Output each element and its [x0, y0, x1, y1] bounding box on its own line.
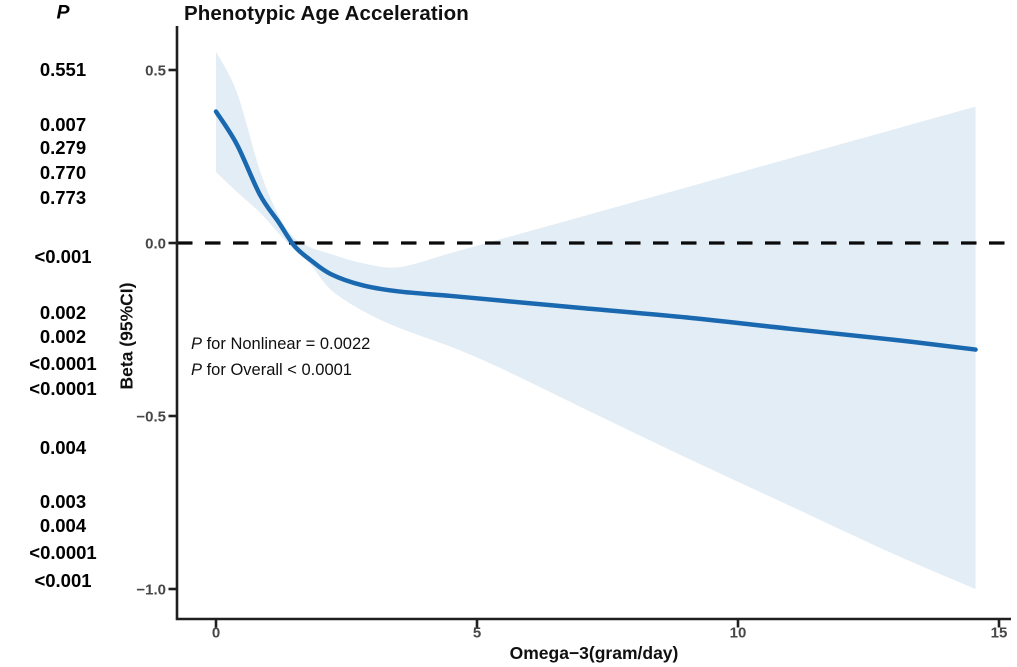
p-value: 0.007 [39, 114, 87, 135]
p-value: <0.001 [34, 246, 92, 267]
p-nonlinear-text: for Nonlinear = 0.0022 [202, 335, 371, 353]
p-value: <0.001 [34, 570, 92, 591]
p-value: <0.0001 [29, 378, 97, 399]
p-value: 0.773 [39, 187, 87, 208]
annotation-block: P for Nonlinear = 0.0022 P for Overall <… [191, 331, 370, 383]
x-axis-label: Omega−3(gram/day) [509, 643, 679, 663]
p-nonlinear-annotation: P for Nonlinear = 0.0022 [191, 331, 370, 357]
chart-title: Phenotypic Age Acceleration [184, 2, 469, 25]
p-italic: P [191, 361, 203, 379]
p-value: 0.279 [39, 137, 87, 158]
confidence-band [216, 51, 976, 590]
x-tick-label: 10 [730, 625, 747, 642]
p-italic: P [191, 335, 203, 353]
y-tick-label: −0.5 [136, 409, 166, 426]
p-value: 0.002 [39, 326, 87, 347]
p-value: <0.0001 [29, 353, 97, 374]
p-value: 0.004 [39, 437, 87, 458]
x-tick-label: 0 [212, 625, 220, 642]
p-value: 0.003 [39, 491, 87, 512]
x-tick-label: 5 [473, 625, 481, 642]
p-value: 0.002 [39, 302, 87, 323]
y-tick-label: 0.5 [145, 63, 166, 80]
p-column-header: P [56, 1, 70, 24]
y-tick-label: −1.0 [136, 582, 166, 599]
p-overall-annotation: P for Overall < 0.0001 [191, 357, 370, 383]
y-tick-label: 0.0 [145, 236, 166, 253]
p-value: 0.770 [39, 162, 87, 183]
p-overall-text: for Overall < 0.0001 [202, 361, 352, 379]
p-value: <0.0001 [29, 542, 97, 563]
spline-line [213, 109, 978, 352]
p-value: 0.551 [39, 59, 87, 80]
p-value: 0.004 [39, 515, 87, 536]
x-tick-label: 15 [991, 625, 1008, 642]
axes [175, 26, 1011, 621]
